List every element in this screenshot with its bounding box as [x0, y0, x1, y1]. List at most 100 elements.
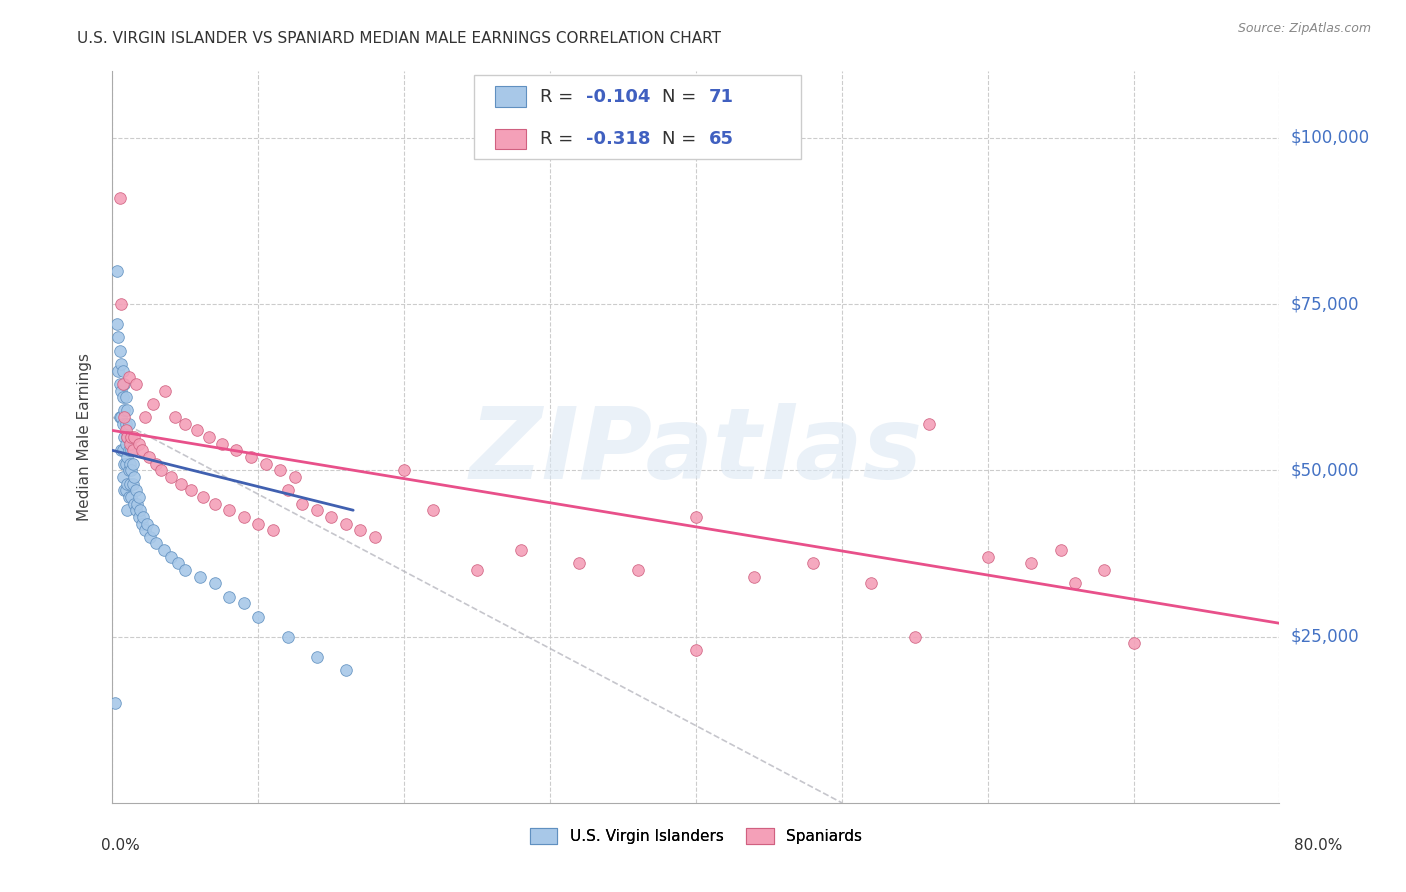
Point — [112, 403, 135, 417]
Point — [685, 509, 707, 524]
Point — [115, 503, 138, 517]
Point — [112, 410, 135, 425]
Text: R =: R = — [540, 88, 579, 106]
Point — [107, 363, 129, 377]
Text: -0.318: -0.318 — [586, 130, 651, 148]
Point — [152, 543, 174, 558]
Point — [114, 424, 136, 438]
Point — [114, 483, 136, 498]
Point — [104, 696, 127, 710]
Point — [124, 430, 146, 444]
Point — [232, 509, 254, 524]
Point — [128, 436, 150, 450]
Point — [191, 490, 214, 504]
Point — [128, 509, 150, 524]
Point — [115, 430, 138, 444]
Point — [174, 563, 197, 577]
Point — [204, 576, 226, 591]
Point — [160, 549, 183, 564]
Point — [165, 410, 187, 425]
Point — [247, 516, 270, 531]
Point — [1094, 563, 1116, 577]
Point — [685, 643, 707, 657]
Point — [111, 443, 134, 458]
Point — [232, 596, 254, 610]
Point — [131, 443, 153, 458]
Point — [111, 363, 134, 377]
Point — [115, 450, 138, 464]
Point — [107, 330, 129, 344]
Point — [335, 663, 357, 677]
Point — [269, 463, 291, 477]
Point — [136, 516, 159, 531]
Point — [128, 490, 150, 504]
Point — [117, 370, 139, 384]
Y-axis label: Median Male Earnings: Median Male Earnings — [77, 353, 91, 521]
Point — [1049, 543, 1071, 558]
Point — [174, 417, 197, 431]
Point — [276, 630, 298, 644]
Point — [1122, 636, 1144, 650]
Point — [120, 463, 142, 477]
Point — [186, 424, 208, 438]
Point — [509, 543, 531, 558]
Point — [860, 576, 883, 591]
Text: 71: 71 — [709, 88, 734, 106]
Point — [122, 476, 145, 491]
Point — [139, 530, 162, 544]
Point — [240, 450, 263, 464]
Point — [112, 430, 135, 444]
Point — [108, 376, 131, 391]
Point — [149, 463, 172, 477]
Point — [180, 483, 202, 498]
Text: ZIPatlas: ZIPatlas — [470, 403, 922, 500]
Point — [218, 590, 240, 604]
Point — [568, 557, 591, 571]
Point — [262, 523, 284, 537]
Point — [335, 516, 357, 531]
Point — [305, 649, 328, 664]
Point — [254, 457, 277, 471]
Point — [114, 417, 136, 431]
Point — [111, 376, 134, 391]
Point — [225, 443, 247, 458]
Point — [742, 570, 765, 584]
Point — [122, 457, 145, 471]
Point — [918, 417, 941, 431]
Point — [188, 570, 211, 584]
Point — [110, 384, 132, 398]
Point — [120, 430, 142, 444]
Point — [321, 509, 343, 524]
Point — [129, 503, 152, 517]
Text: 80.0%: 80.0% — [1295, 838, 1343, 853]
Text: N =: N = — [662, 130, 702, 148]
Point — [111, 417, 134, 431]
Point — [114, 457, 136, 471]
Point — [105, 317, 128, 331]
Point — [134, 523, 156, 537]
Point — [976, 549, 998, 564]
Point — [134, 410, 156, 425]
Point — [115, 476, 138, 491]
Point — [197, 430, 219, 444]
Point — [284, 470, 307, 484]
Point — [291, 497, 314, 511]
Point — [160, 470, 183, 484]
Point — [114, 390, 136, 404]
Point — [117, 443, 139, 458]
FancyBboxPatch shape — [474, 75, 801, 159]
Point — [167, 557, 190, 571]
Point — [112, 376, 135, 391]
Text: N =: N = — [662, 88, 702, 106]
Point — [170, 476, 193, 491]
Text: Source: ZipAtlas.com: Source: ZipAtlas.com — [1237, 22, 1371, 36]
Point — [118, 436, 141, 450]
Point — [117, 463, 139, 477]
Point — [145, 536, 167, 550]
Point — [204, 497, 226, 511]
Point — [394, 463, 416, 477]
Point — [904, 630, 927, 644]
Point — [125, 503, 148, 517]
Point — [1064, 576, 1087, 591]
Point — [145, 457, 167, 471]
